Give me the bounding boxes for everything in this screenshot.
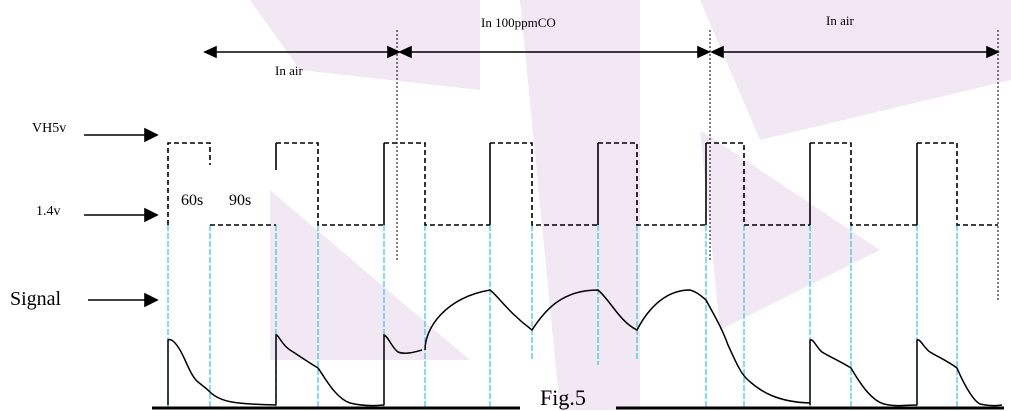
label-vh5v: VH5v	[32, 121, 66, 136]
arrow-signal	[88, 292, 159, 308]
duration-low-label: 90s	[229, 192, 251, 209]
duration-high-label: 60s	[181, 192, 203, 209]
phase-arrows	[203, 45, 1000, 59]
phase-label-air-second: In air	[826, 13, 854, 28]
watermark	[250, 0, 1011, 410]
arrow-vh5v	[84, 127, 159, 143]
heater-waveform	[167, 142, 998, 226]
arrow-1-4v	[84, 207, 159, 223]
signal-waveform	[167, 289, 1003, 407]
phase-boundaries	[396, 30, 999, 302]
label-signal: Signal	[10, 288, 62, 310]
figure-caption: Fig.5	[540, 385, 586, 410]
phase-label-co: In 100ppmCO	[481, 15, 556, 30]
label-1-4v: 1.4v	[36, 204, 61, 219]
phase-label-air-first: In air	[275, 63, 303, 78]
